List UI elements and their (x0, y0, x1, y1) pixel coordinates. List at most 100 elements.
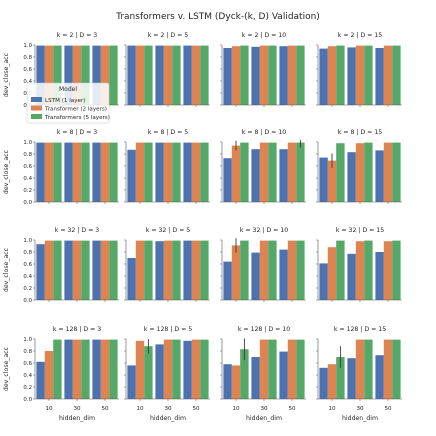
bar (44, 351, 54, 399)
bar (144, 142, 153, 202)
bar (163, 339, 173, 399)
legend: Model LSTM (1 layer) Transformer (2 layers… (26, 82, 110, 124)
x-tick-label: 10 (232, 406, 240, 412)
bar (36, 45, 45, 105)
y-tick-label: 0.0 (23, 200, 32, 206)
panel-title: k = 8 | D = 5 (148, 129, 189, 136)
bar (191, 339, 201, 399)
bar (336, 45, 345, 105)
bar (144, 45, 153, 105)
bar (191, 142, 201, 202)
bar (336, 240, 345, 300)
x-tick-label: 30 (73, 406, 81, 412)
bar (163, 45, 173, 105)
legend-title: Model (59, 86, 77, 93)
y-tick-label: 0.2 (23, 385, 32, 391)
bar (355, 45, 365, 105)
bar (231, 245, 241, 300)
bar (81, 142, 90, 202)
bar (53, 45, 62, 105)
bar (296, 142, 305, 202)
panel-title: k = 32 | D = 3 (55, 227, 99, 234)
bar (183, 340, 192, 399)
bar (135, 142, 145, 202)
panel-title: k = 2 | D = 3 (57, 32, 98, 39)
bar (223, 261, 232, 300)
panel-title: k = 128 | D = 3 (53, 326, 101, 333)
x-tick-label: 50 (192, 406, 200, 412)
bar (44, 142, 54, 202)
legend-entry: Transformers (5 layers) (44, 115, 110, 121)
bar (319, 48, 328, 105)
bar (327, 247, 337, 300)
bar (327, 46, 337, 105)
bar (72, 142, 82, 202)
bar (100, 142, 110, 202)
bar (240, 240, 249, 300)
bar (392, 339, 401, 399)
panel-title: k = 2 | D = 15 (338, 32, 382, 39)
bar (53, 339, 62, 399)
y-tick-label: 0.4 (23, 274, 32, 280)
bar (36, 142, 45, 202)
y-tick-label: 0.6 (23, 262, 32, 268)
bar (144, 240, 153, 300)
bar (355, 339, 365, 399)
bar (109, 240, 118, 300)
bar (287, 240, 297, 300)
legend-swatch (31, 114, 42, 119)
bar (92, 339, 101, 399)
bar (127, 149, 136, 202)
bar (327, 160, 337, 202)
bar (251, 252, 260, 300)
bar (319, 263, 328, 300)
bar (64, 142, 73, 202)
bar (72, 240, 82, 300)
bar (36, 361, 45, 399)
bar (92, 142, 101, 202)
bar (383, 339, 393, 399)
bar (392, 142, 401, 202)
bar (327, 364, 337, 399)
bar (127, 258, 136, 300)
bar (231, 365, 241, 399)
panel-title: k = 32 | D = 15 (336, 227, 384, 234)
bar (183, 45, 192, 105)
bar (287, 142, 297, 202)
bar (392, 45, 401, 105)
bar (268, 240, 277, 300)
x-axis-label: hidden_dim (59, 415, 95, 422)
x-tick-label: 10 (328, 406, 336, 412)
bar (200, 142, 209, 202)
y-tick-label: 0.8 (23, 55, 32, 61)
legend-box (26, 82, 110, 124)
bar (223, 48, 232, 105)
x-tick-label: 50 (288, 406, 296, 412)
y-tick-label: 0.0 (23, 397, 32, 403)
bar (191, 240, 201, 300)
bar (135, 45, 145, 105)
bar (44, 45, 54, 105)
y-tick-label: 1.0 (23, 337, 32, 343)
panel-title: k = 2 | D = 5 (148, 32, 189, 39)
bar (375, 252, 384, 300)
panel-title: k = 32 | D = 5 (146, 227, 190, 234)
y-axis-label: dev_close_acc (3, 346, 10, 391)
chart-title: Transformers v. LSTM (Dyck-(k, D) Valida… (115, 12, 320, 22)
bar (336, 357, 345, 399)
bar (231, 145, 241, 202)
bar (127, 45, 136, 105)
y-tick-label: 0.6 (23, 164, 32, 170)
bar (268, 142, 277, 202)
bar (392, 240, 401, 300)
bar (240, 45, 249, 105)
bar (383, 241, 393, 300)
y-tick-label: 1.0 (23, 238, 32, 244)
bar (251, 149, 260, 202)
bar (53, 240, 62, 300)
bar (347, 152, 356, 202)
y-axis-label: dev_close_acc (3, 149, 10, 194)
bar (109, 339, 118, 399)
bar (296, 339, 305, 399)
bar (172, 339, 181, 399)
